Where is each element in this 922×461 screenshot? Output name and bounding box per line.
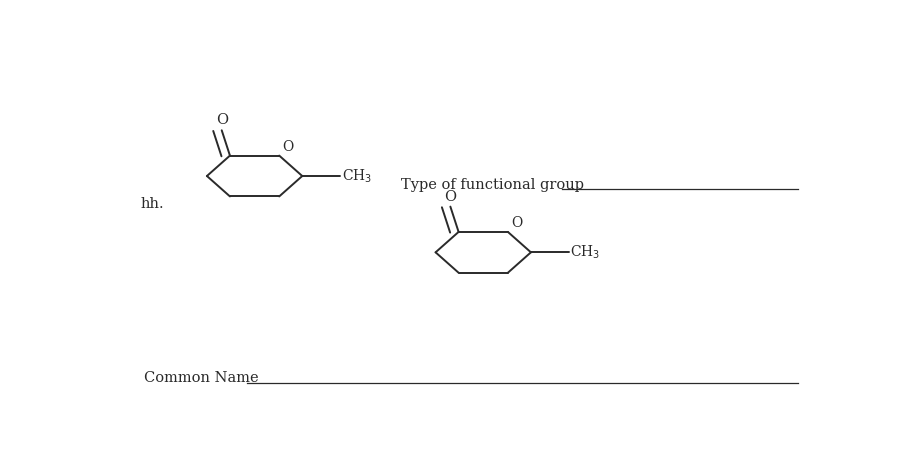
Text: O: O — [444, 190, 456, 204]
Text: O: O — [282, 140, 293, 154]
Text: hh.: hh. — [140, 197, 164, 212]
Text: Common Name: Common Name — [144, 372, 258, 385]
Text: O: O — [511, 217, 522, 230]
Text: CH$_3$: CH$_3$ — [570, 243, 600, 261]
Text: O: O — [216, 113, 228, 127]
Text: Type of functional group: Type of functional group — [401, 178, 584, 192]
Text: CH$_3$: CH$_3$ — [341, 167, 372, 185]
